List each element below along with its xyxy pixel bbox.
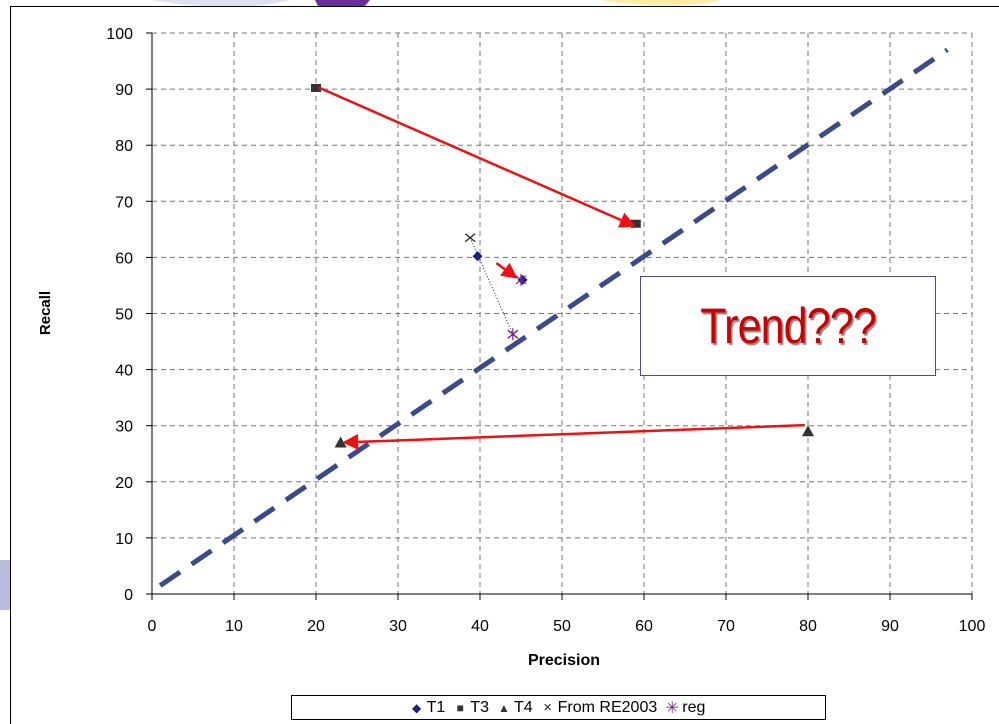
- x-tick-label: 0: [148, 618, 157, 635]
- red-arrow: [495, 262, 518, 279]
- y-tick-label: 0: [124, 587, 133, 604]
- data-point-t4: [334, 436, 347, 448]
- red-arrow: [317, 86, 636, 228]
- red-arrow: [342, 423, 805, 450]
- x-tick-label: 80: [799, 618, 817, 635]
- arrow-head: [500, 262, 518, 279]
- y-tick-label: 80: [115, 138, 133, 155]
- y-tick-label: 20: [115, 475, 133, 492]
- y-tick-label: 30: [115, 419, 133, 436]
- arrow-shaft: [358, 423, 805, 444]
- y-tick-label: 50: [115, 307, 133, 324]
- x-tick-label: 10: [225, 618, 243, 635]
- y-axis-title: Recall: [37, 291, 54, 335]
- x-tick-label: 20: [307, 618, 325, 635]
- x-tick-labels: 0 10 20 30 40 50 60 70 80 90 100: [148, 618, 986, 635]
- y-tick-label: 40: [115, 363, 133, 380]
- y-tick-label: 60: [115, 250, 133, 267]
- data-point-t3: [630, 219, 641, 228]
- x-tick-label: 40: [471, 618, 489, 635]
- trend-annotation-box: Trend???: [640, 276, 936, 376]
- dotted-link-line: [469, 237, 514, 335]
- chart-legend: ◆ T1 ■ T3 ▲ T4 × From RE2003 ✳ reg: [291, 695, 826, 720]
- legend-label-t3: T3: [470, 698, 489, 716]
- x-tick-label: 90: [881, 618, 899, 635]
- data-point-t3: [311, 83, 321, 92]
- x-tick-label: 50: [553, 618, 571, 635]
- legend-label-re2003: From RE2003: [557, 698, 658, 716]
- data-point-t4: [802, 425, 814, 437]
- y-tick-label: 70: [115, 194, 133, 211]
- arrow-shaft: [495, 262, 506, 271]
- asterisk-marker-icon: ✳: [665, 699, 679, 717]
- data-point-reg: [507, 328, 519, 341]
- dashed-trend-line: [158, 47, 949, 588]
- x-tick-label: 60: [635, 618, 653, 635]
- trend-annotation-text: Trend???: [700, 298, 876, 354]
- x-axis-title: Precision: [528, 652, 600, 669]
- arrow-head: [342, 433, 359, 450]
- data-point-from-re2003: [464, 233, 476, 243]
- legend-item-t4: ▲ T4: [498, 698, 533, 717]
- dotted-links-layer: [469, 237, 514, 335]
- axes: [146, 32, 973, 600]
- x-tick-label: 30: [389, 618, 407, 635]
- grid-lines: [152, 32, 973, 594]
- y-tick-label: 10: [115, 531, 133, 548]
- square-marker-icon: ■: [456, 700, 464, 715]
- x-marker-stroke: [464, 233, 476, 243]
- y-tick-label: 100: [106, 26, 133, 43]
- data-points-layer: [311, 83, 814, 448]
- diamond-marker-icon: ◆: [412, 700, 422, 715]
- arrows-layer: [317, 86, 805, 450]
- data-point-reg: [515, 273, 527, 286]
- legend-item-re2003: × From RE2003: [543, 698, 658, 717]
- x-marker-icon: ×: [543, 699, 553, 716]
- legend-label-t4: T4: [513, 698, 533, 716]
- x-tick-label: 70: [717, 618, 735, 635]
- y-tick-label: 90: [115, 82, 133, 99]
- x-tick-label: 100: [959, 618, 986, 635]
- legend-item-t1: ◆ T1: [412, 698, 446, 717]
- data-point-t1: [472, 251, 483, 262]
- legend-label-reg: reg: [682, 698, 706, 716]
- legend-item-t3: ■ T3: [455, 699, 489, 717]
- y-tick-labels: 0 10 20 30 40 50 60 70 80 90 100: [106, 26, 133, 604]
- data-point-t1: [517, 274, 528, 285]
- arrow-head: [617, 212, 636, 228]
- arrow-shaft: [317, 86, 622, 222]
- trend-line-layer: [158, 47, 949, 588]
- legend-item-reg: ✳ reg: [665, 698, 706, 717]
- legend-label-t1: T1: [426, 698, 446, 716]
- triangle-marker-icon: ▲: [498, 700, 510, 715]
